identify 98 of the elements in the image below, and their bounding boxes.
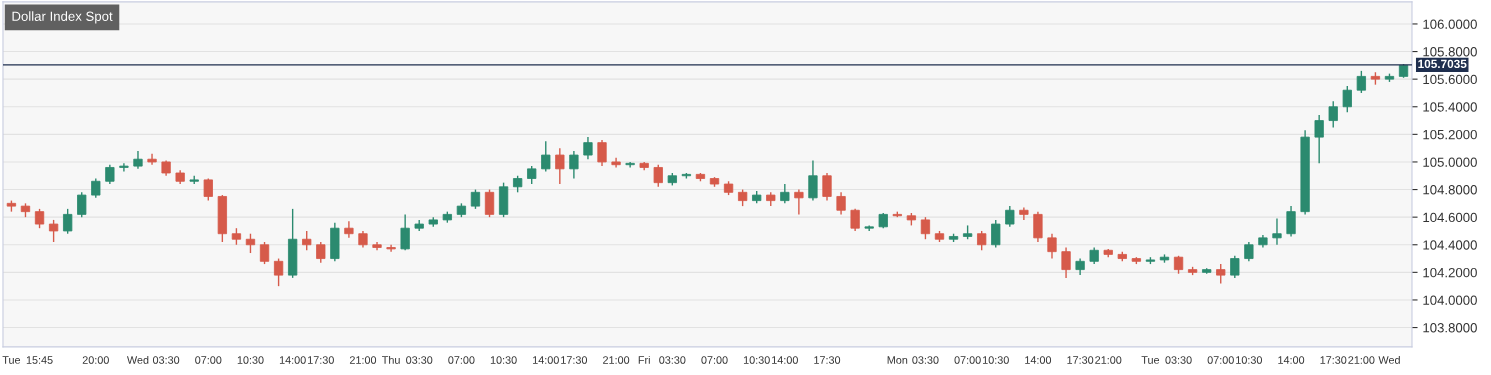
x-tick-label: Tue: [2, 356, 21, 364]
candlestick: [91, 177, 101, 199]
candlestick: [63, 208, 73, 235]
candlestick: [808, 159, 818, 202]
x-tick-label: 17:30: [561, 356, 588, 364]
x-tick-label: Wed: [126, 355, 149, 364]
y-tick-label: 104.2000: [1423, 267, 1477, 278]
candlestick: [794, 188, 804, 216]
candlestick: [583, 136, 593, 160]
candlestick: [836, 191, 846, 216]
x-tick-label: 14:00: [1025, 356, 1052, 364]
y-tick-label: 106.0000: [1423, 19, 1477, 29]
x-tick-label: 03:30: [912, 356, 939, 364]
candlestick: [597, 139, 607, 167]
x-tick-label: Wed: [1378, 355, 1400, 364]
x-tick-label: 03:30: [1165, 356, 1192, 364]
x-tick-label: 07:00: [448, 356, 475, 364]
x-tick-label: 07:00: [195, 356, 222, 364]
candlestick: [1033, 210, 1043, 243]
candlestick: [259, 241, 270, 265]
candlestick: [780, 183, 790, 205]
y-tick-label: 104.0000: [1423, 295, 1477, 305]
candlestick: [1061, 246, 1071, 279]
candlestick: [1005, 205, 1015, 228]
candlestick: [77, 191, 87, 218]
x-tick-label: 03:30: [659, 356, 686, 364]
y-tick-label: 105.0000: [1423, 157, 1477, 167]
x-tick-label: 07:00: [1207, 356, 1234, 364]
candlestick: [470, 188, 481, 210]
candlestick: [302, 230, 312, 251]
candlestick: [48, 219, 59, 243]
x-tick-label: Thu: [382, 355, 400, 364]
candlestick: [1342, 85, 1352, 113]
x-tick-label: Fri: [638, 355, 650, 364]
x-tick-label: 17:30: [1320, 356, 1347, 364]
candlestick: [273, 257, 284, 287]
candlestick: [1047, 233, 1057, 260]
y-tick-label: 104.4000: [1423, 240, 1477, 250]
candlestick: [344, 220, 354, 239]
x-tick-label: 07:00: [701, 356, 728, 364]
x-tick-label: 10:30: [743, 356, 770, 364]
x-tick-label: 10:30: [490, 356, 517, 364]
candlestick: [245, 233, 256, 254]
x-tick-label: 21:00: [1095, 356, 1122, 364]
x-tick-label: 17:30: [1067, 356, 1094, 364]
x-tick-label: 20:00: [82, 356, 109, 364]
candlestick: [1286, 205, 1296, 238]
x-tick-label: 03:30: [406, 356, 433, 364]
candlestick: [1314, 114, 1324, 165]
x-tick-label: 14:00: [533, 356, 559, 364]
candlestick: [822, 172, 832, 202]
x-tick-label: 10:30: [983, 356, 1009, 364]
y-tick-label: 105.2000: [1423, 129, 1477, 140]
candlestick: [1019, 206, 1029, 221]
x-tick-label: 21:00: [1348, 356, 1375, 364]
x-tick-label: 14:00: [772, 356, 798, 364]
y-tick-label: 105.8000: [1423, 47, 1477, 57]
text: Dollar Index Spot: [12, 11, 113, 24]
candlestick: [1244, 241, 1254, 263]
x-tick-label: 14:00: [1278, 356, 1305, 364]
candlestick: [119, 162, 129, 173]
candlestick: [316, 241, 326, 264]
candlestick: [541, 140, 551, 173]
candlestick: [991, 219, 1001, 249]
y-tick-label: 105.4000: [1423, 102, 1477, 112]
candlestick: [147, 152, 157, 166]
candlestick: [977, 230, 987, 251]
candlestick: [34, 208, 45, 229]
x-tick-label: 03:30: [152, 356, 180, 364]
x-tick-label: 14:00: [279, 356, 306, 364]
candlestick: [400, 213, 410, 251]
x-tick-label: 10:30: [1236, 356, 1262, 364]
x-tick-label: Mon: [887, 356, 908, 364]
ref-line-label: 105.7035: [1418, 59, 1467, 69]
x-tick-label: 07:00: [954, 356, 981, 364]
y-tick-label: 105.6000: [1423, 74, 1477, 85]
y-tick-label: 104.8000: [1423, 185, 1477, 195]
candlestick: [850, 208, 860, 232]
y-tick-label: 104.6000: [1423, 212, 1477, 223]
candlestick: [484, 188, 495, 218]
candlestick: [569, 150, 579, 180]
x-tick-label: 15:45: [26, 356, 53, 364]
candlestick: [555, 147, 565, 185]
x-tick-label: 10:30: [237, 356, 264, 364]
candlestick: [920, 216, 931, 240]
candlestick: [653, 164, 663, 188]
x-tick-label: 17:30: [814, 356, 841, 364]
candlestick: [105, 164, 115, 185]
y-tick-label: 103.8000: [1423, 323, 1477, 333]
x-tick-label: 21:00: [349, 356, 377, 364]
x-tick-label: Tue: [1141, 356, 1160, 364]
x-tick-label: 21:00: [603, 356, 630, 364]
x-tick-label: 17:30: [308, 356, 334, 364]
candlestick: [1216, 263, 1226, 285]
candlestick: [1230, 255, 1240, 279]
candlestick: [1356, 70, 1366, 94]
candlestick: [1272, 217, 1282, 246]
candlestick: [1328, 100, 1338, 129]
